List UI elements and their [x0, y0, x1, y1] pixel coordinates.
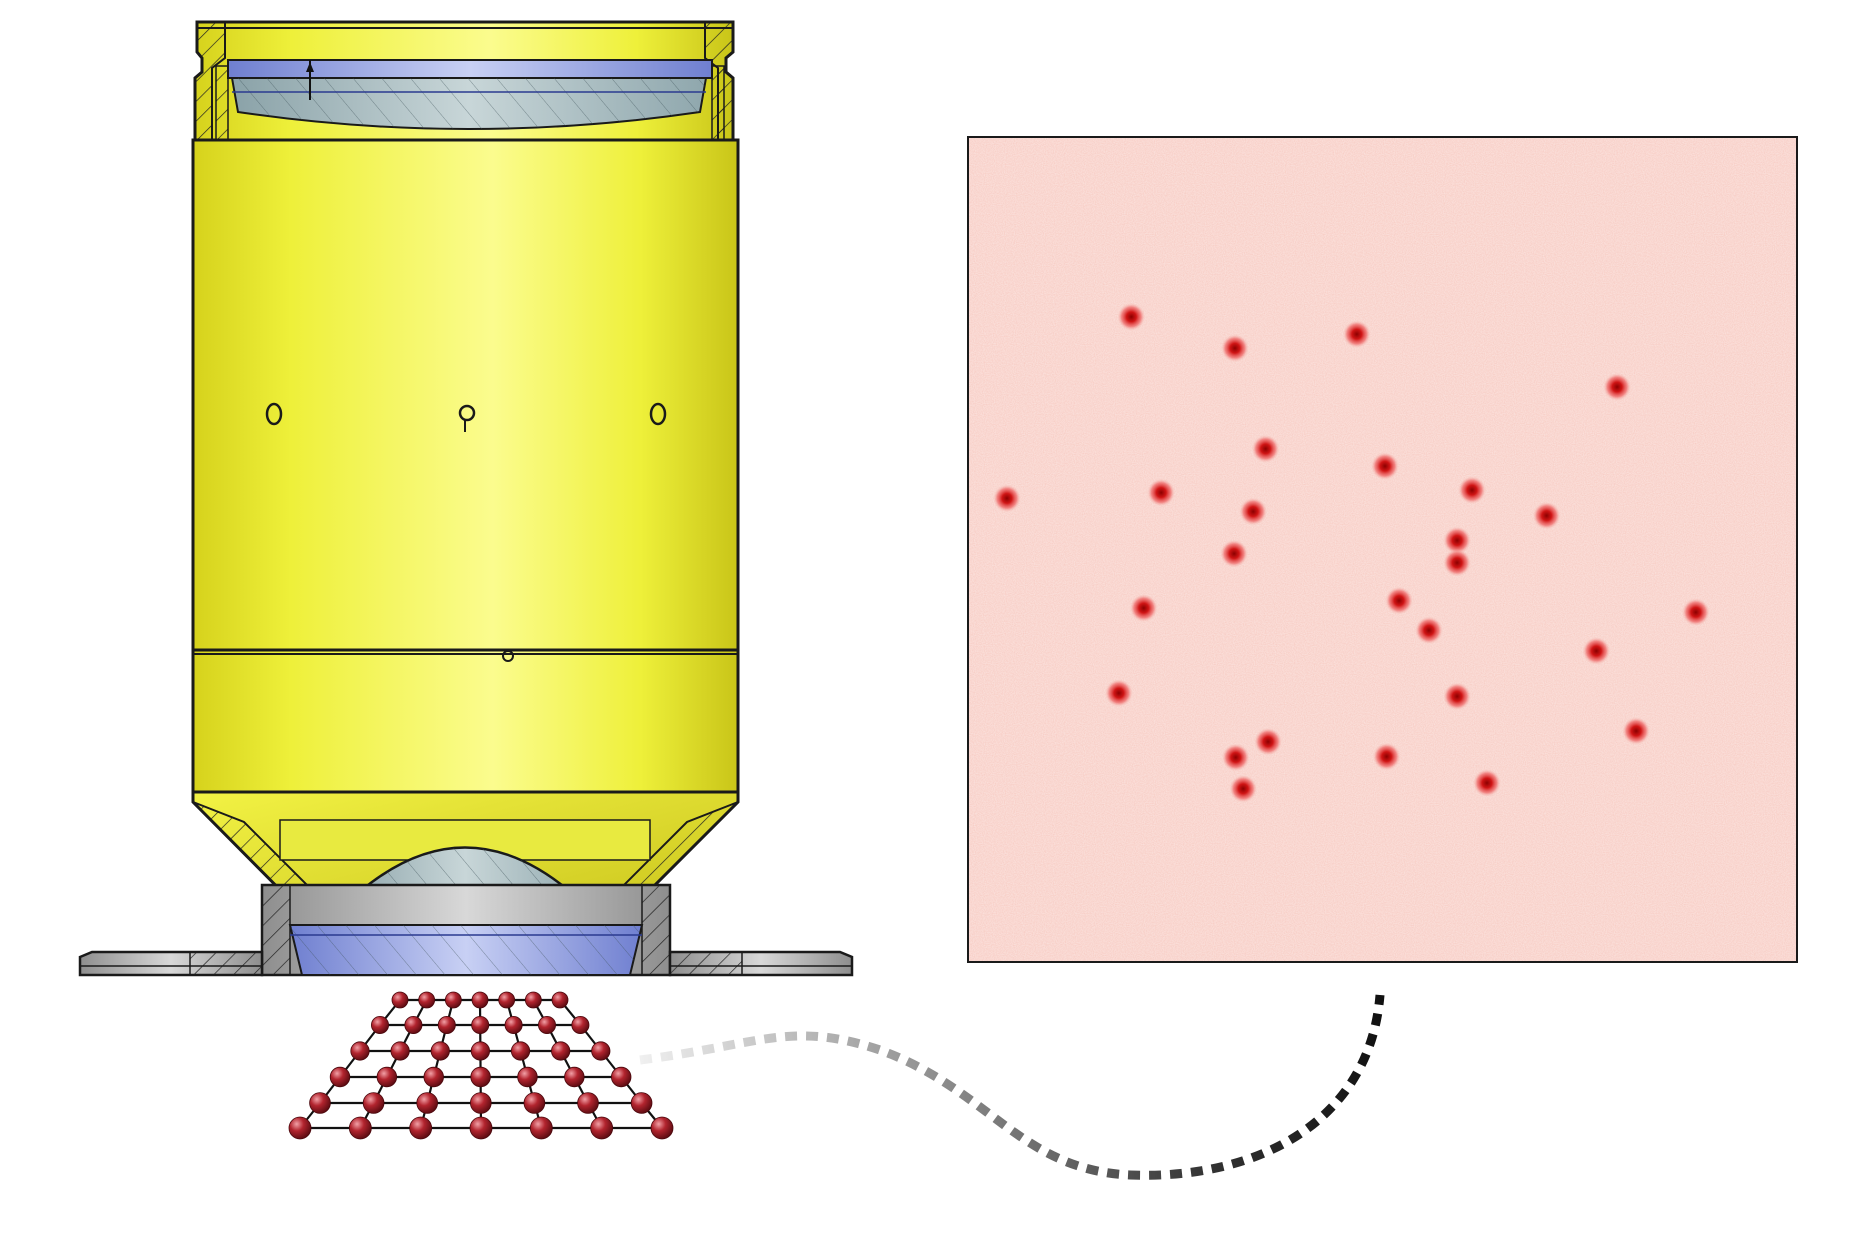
lattice-atom	[469, 1092, 492, 1114]
lattice-atom	[577, 1092, 599, 1114]
lattice-atom	[517, 1066, 538, 1088]
fluorescence-spot	[1129, 594, 1158, 623]
barrel-screw-hole	[649, 402, 667, 426]
barrel-pin	[458, 404, 476, 422]
fluorescence-spot	[1372, 742, 1401, 771]
top-lens-group	[215, 59, 725, 141]
lattice-atom	[444, 991, 462, 1009]
lattice-atom	[418, 991, 436, 1009]
fluorescence-spot	[1229, 774, 1258, 803]
lattice-atom	[529, 1116, 553, 1140]
fluorescence-spot	[1239, 497, 1268, 526]
lattice-atom	[470, 1066, 491, 1088]
lattice-atom	[391, 991, 409, 1009]
fluorescence-spot	[1221, 743, 1250, 772]
lattice-atom	[510, 1041, 531, 1061]
fluorescence-spot	[1414, 616, 1443, 645]
image-frame	[967, 136, 1798, 963]
lattice-atom	[551, 991, 569, 1009]
fluorescence-spots	[992, 302, 1710, 803]
objective-barrel	[191, 138, 740, 794]
lattice-atom	[590, 1116, 614, 1140]
fluorescence-spot	[992, 484, 1021, 513]
fluorescence-spot	[1385, 586, 1414, 615]
fluorescence-spot	[1370, 452, 1399, 481]
fluorescence-spot	[1104, 679, 1133, 708]
fluorescence-spot	[1147, 478, 1176, 507]
barrel-screw-hole	[265, 402, 283, 426]
lattice-atom	[390, 1041, 410, 1061]
lattice-atom	[471, 991, 489, 1009]
lattice-atom	[362, 1092, 385, 1114]
lattice-atom	[370, 1016, 389, 1035]
fluorescence-spot	[1582, 636, 1611, 665]
lattice-atom	[376, 1066, 398, 1088]
lattice-atom	[630, 1092, 653, 1114]
lattice-atom	[416, 1092, 439, 1114]
lattice-atom	[611, 1066, 632, 1088]
fluorescence-spot	[1342, 320, 1371, 349]
lattice-atom	[409, 1116, 433, 1140]
fluorescence-spot	[1532, 501, 1561, 530]
fluorescence-spot	[1251, 434, 1280, 463]
lattice-atom	[350, 1041, 370, 1061]
lattice-atom	[348, 1116, 372, 1140]
fluorescence-spot	[1681, 598, 1710, 627]
lattice-atom	[288, 1116, 312, 1140]
lattice-atom	[430, 1041, 450, 1061]
dashed-gradient-connector	[639, 994, 1385, 1180]
lattice-atom	[571, 1016, 590, 1035]
lattice-atom	[564, 1066, 585, 1088]
lattice-atom	[329, 1066, 351, 1088]
lattice-atom	[591, 1041, 611, 1061]
lattice-atom	[309, 1092, 331, 1114]
lattice-atom	[650, 1116, 674, 1140]
lattice-atom	[538, 1016, 557, 1035]
lattice-atom	[524, 991, 542, 1009]
fluorescence-spot	[1472, 768, 1501, 797]
fluorescence-spot	[1603, 372, 1632, 401]
fluorescence-spot	[1117, 302, 1146, 331]
lattice-atom	[551, 1041, 571, 1061]
lattice-atom	[437, 1016, 456, 1035]
lattice-atom	[504, 1016, 523, 1035]
fluorescence-spot	[1458, 476, 1487, 505]
lattice-atom	[498, 991, 516, 1009]
fluorescence-spot	[1443, 526, 1472, 555]
lattice-atom	[470, 1041, 490, 1061]
fluorescence-image-panel	[967, 136, 1798, 963]
lattice-atom	[469, 1116, 493, 1140]
lattice-atom	[404, 1016, 423, 1035]
microscope-objective	[78, 20, 854, 977]
fluorescence-spot	[1443, 682, 1472, 711]
fluorescence-spot	[1443, 548, 1472, 577]
objective-mount	[78, 883, 854, 977]
atom-lattice-icon	[288, 991, 674, 1140]
lattice-atom	[423, 1066, 444, 1088]
fluorescence-spot	[1220, 334, 1249, 363]
lattice-atom	[471, 1016, 490, 1035]
fluorescence-spot	[1622, 717, 1651, 745]
lattice-atom	[523, 1092, 546, 1114]
fluorescence-spot	[1220, 539, 1249, 568]
fluorescence-spot	[1254, 727, 1283, 756]
